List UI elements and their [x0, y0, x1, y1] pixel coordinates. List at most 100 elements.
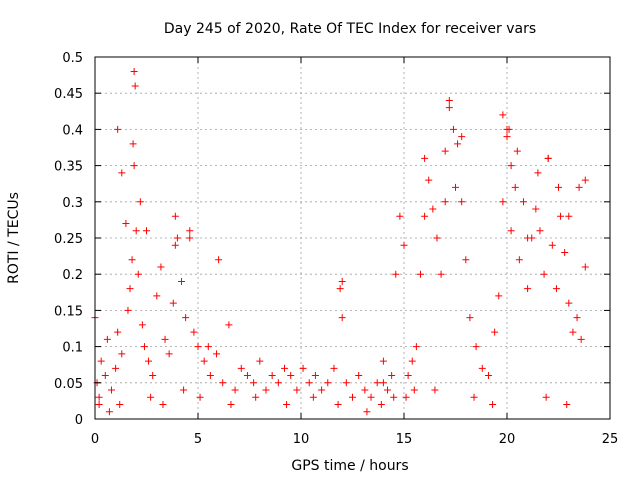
data-point: [145, 357, 153, 365]
y-tick-label: 0.35: [54, 160, 83, 175]
data-point: [105, 408, 113, 416]
data-point: [515, 256, 523, 264]
data-point: [565, 299, 573, 307]
data-point: [466, 314, 474, 322]
data-point: [178, 277, 186, 285]
data-point: [400, 241, 408, 249]
data-point: [552, 285, 560, 293]
data-point: [416, 270, 424, 278]
data-point: [118, 350, 126, 358]
data-point: [536, 227, 544, 235]
data-point: [299, 364, 307, 372]
data-point: [425, 176, 433, 184]
data-point: [355, 372, 363, 380]
data-point: [390, 393, 398, 401]
data-point: [524, 234, 532, 242]
data-point: [445, 96, 453, 104]
data-point: [95, 393, 103, 401]
data-point: [243, 372, 251, 380]
data-point: [565, 212, 573, 220]
data-point: [573, 314, 581, 322]
data-point: [206, 372, 214, 380]
data-point: [112, 364, 120, 372]
data-point: [577, 335, 585, 343]
data-point: [318, 386, 326, 394]
x-tick-label: 15: [396, 432, 413, 447]
data-point: [561, 248, 569, 256]
data-point: [478, 364, 486, 372]
data-point: [437, 270, 445, 278]
data-point: [165, 350, 173, 358]
data-point: [441, 198, 449, 206]
data-point: [190, 328, 198, 336]
y-tick-label: 0.45: [54, 87, 83, 102]
data-point: [169, 299, 177, 307]
data-point: [97, 357, 105, 365]
data-point: [532, 205, 540, 213]
data-point: [489, 401, 497, 409]
data-point: [421, 212, 429, 220]
y-tick-label: 0.4: [62, 123, 83, 138]
data-point: [384, 386, 392, 394]
data-point: [445, 104, 453, 112]
data-point: [330, 364, 338, 372]
data-point: [511, 183, 519, 191]
data-point: [548, 241, 556, 249]
y-tick-label: 0.2: [62, 268, 83, 283]
data-point: [171, 212, 179, 220]
data-point: [499, 111, 507, 119]
data-point: [293, 386, 301, 394]
data-point: [367, 393, 375, 401]
data-point: [128, 256, 136, 264]
data-point: [103, 335, 111, 343]
x-tick-labels: 0 5 10 15 20 25: [91, 432, 618, 447]
data-point: [219, 379, 227, 387]
data-point: [379, 357, 387, 365]
data-point: [180, 386, 188, 394]
data-point: [410, 386, 418, 394]
data-point: [361, 386, 369, 394]
data-point: [441, 147, 449, 155]
data-point: [431, 386, 439, 394]
data-point: [495, 292, 503, 300]
data-point: [503, 125, 511, 133]
data-point: [449, 125, 457, 133]
data-point: [507, 227, 515, 235]
data-point: [309, 393, 317, 401]
data-point: [140, 343, 148, 351]
data-point: [101, 372, 109, 380]
data-point: [173, 234, 181, 242]
data-point: [575, 183, 583, 191]
y-tick-label: 0.05: [54, 377, 83, 392]
data-point: [458, 133, 466, 141]
data-point: [256, 357, 264, 365]
x-tick-label: 25: [602, 432, 619, 447]
data-point: [129, 140, 137, 148]
y-tick-label: 0: [75, 413, 83, 428]
data-point: [287, 372, 295, 380]
data-point: [454, 140, 462, 148]
data-point: [472, 343, 480, 351]
data-point: [114, 125, 122, 133]
data-point: [130, 67, 138, 75]
data-point: [458, 198, 466, 206]
data-point: [379, 379, 387, 387]
x-tick-label: 10: [293, 432, 310, 447]
data-point: [118, 169, 126, 177]
data-point: [542, 393, 550, 401]
data-point: [134, 270, 142, 278]
data-point: [373, 379, 381, 387]
data-point: [334, 401, 342, 409]
data-point: [182, 314, 190, 322]
data-point: [95, 401, 103, 409]
data-point: [130, 162, 138, 170]
data-point: [149, 372, 157, 380]
data-point: [194, 343, 202, 351]
data-point: [231, 386, 239, 394]
data-point: [392, 270, 400, 278]
data-point: [499, 198, 507, 206]
data-point: [519, 198, 527, 206]
data-point: [524, 285, 532, 293]
data-points: [91, 67, 589, 416]
